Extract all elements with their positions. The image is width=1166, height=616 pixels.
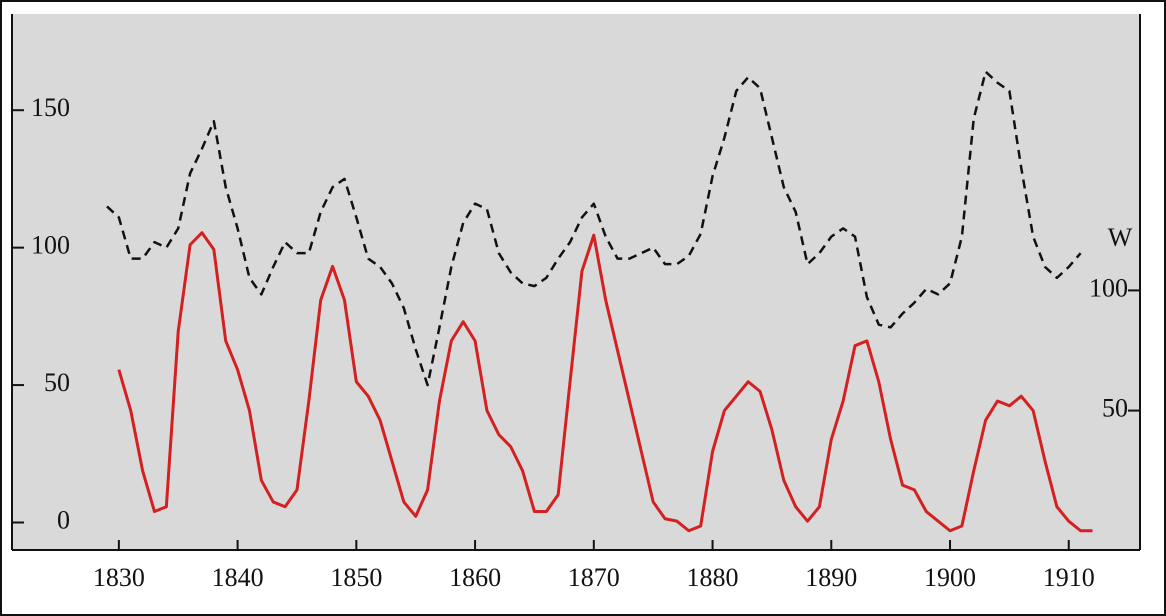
- y2-tick-label: 50: [1102, 394, 1128, 423]
- y-tick-label: 50: [44, 368, 70, 397]
- x-tick-label: 1830: [93, 563, 145, 592]
- y-tick-label: 0: [57, 505, 70, 534]
- x-tick-label: 1870: [568, 563, 620, 592]
- data-line: [106, 70, 1082, 387]
- x-tick-label: 1890: [805, 563, 857, 592]
- y2-tick-label: 100: [1089, 273, 1128, 302]
- x-tick-label: 1880: [687, 563, 739, 592]
- data-line: [117, 231, 1093, 533]
- x-tick-label: 1910: [1043, 563, 1095, 592]
- plot-area: [12, 14, 1140, 550]
- x-tick-label: 1850: [330, 563, 382, 592]
- x-tick-label: 1900: [924, 563, 976, 592]
- y-tick-label: 150: [31, 93, 70, 122]
- y2-axis-label: W: [1108, 223, 1133, 252]
- x-tick-label: 1840: [212, 563, 264, 592]
- x-tick-label: 1860: [449, 563, 501, 592]
- y-tick-label: 100: [31, 231, 70, 260]
